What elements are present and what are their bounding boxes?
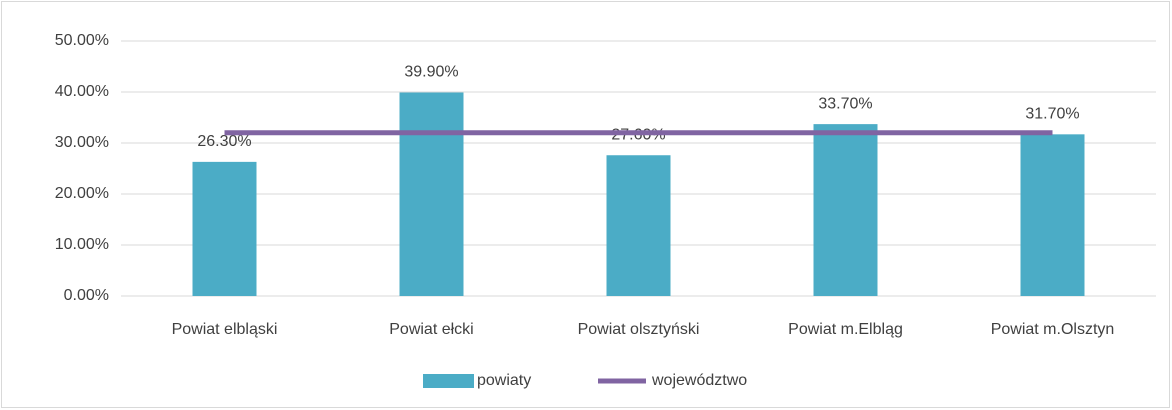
x-tick-label: Powiat m.Olsztyn — [991, 321, 1115, 338]
data-label: 26.30% — [197, 133, 251, 150]
data-label: 39.90% — [404, 64, 458, 81]
legend-label: powiaty — [477, 372, 531, 389]
bar — [813, 124, 878, 296]
x-tick-label: Powiat m.Elbląg — [788, 321, 903, 338]
legend-swatch — [423, 374, 474, 388]
legend-label: województwo — [651, 372, 747, 389]
x-tick-label: Powiat olsztyński — [578, 321, 700, 338]
y-tick-label: 40.00% — [55, 83, 109, 100]
x-tick-label: Powiat ełcki — [389, 321, 473, 338]
data-label: 33.70% — [818, 95, 872, 112]
y-tick-label: 50.00% — [55, 32, 109, 49]
bar — [192, 161, 257, 296]
bar — [1020, 134, 1085, 296]
bar — [399, 92, 464, 296]
bar — [606, 155, 671, 296]
y-tick-label: 30.00% — [55, 134, 109, 151]
x-tick-label: Powiat elbląski — [172, 321, 278, 338]
y-tick-label: 10.00% — [55, 236, 109, 253]
y-tick-label: 0.00% — [64, 287, 109, 304]
data-label: 31.70% — [1025, 106, 1079, 123]
y-tick-label: 20.00% — [55, 185, 109, 202]
